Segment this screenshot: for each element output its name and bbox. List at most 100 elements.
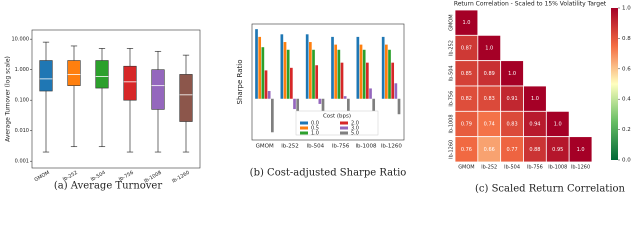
- bar: [258, 36, 262, 99]
- bar: [290, 67, 293, 99]
- bar: [391, 62, 395, 99]
- y-tick-label: lb-504: [449, 65, 455, 81]
- cell-label: 0.87: [461, 46, 472, 52]
- colorbar-tick-label: 0.6: [622, 66, 631, 72]
- cell-label: 0.88: [529, 147, 540, 153]
- bar: [397, 98, 401, 115]
- legend-swatch: [300, 131, 308, 135]
- y-tick-label: 10.000: [12, 37, 30, 43]
- plot-frame: [31, 29, 201, 169]
- figure: 0.001 0.010 0.100 1.000 10.000 Average Turnov…: [5, 1, 632, 195]
- cell-label: 0.85: [461, 71, 472, 77]
- y-axis-label: Sharpe Ratio: [236, 60, 244, 105]
- cell-label: 1.0: [531, 96, 539, 102]
- y-tick-label: lb-1260: [449, 140, 455, 159]
- x-tick-label: lb-252: [481, 165, 497, 171]
- cell-label: 0.76: [461, 147, 472, 153]
- bar: [356, 36, 360, 99]
- box: [179, 74, 193, 122]
- bar: [331, 36, 334, 99]
- cell-label: 0.77: [507, 147, 518, 153]
- legend-swatch: [340, 121, 348, 125]
- bar: [334, 44, 338, 99]
- box: [151, 69, 165, 110]
- x-tick-label: lb-504: [307, 144, 325, 150]
- bar: [343, 96, 347, 99]
- legend-frame: [295, 110, 379, 136]
- x-tick-label: lb-1008: [548, 165, 567, 171]
- colorbar: [611, 8, 618, 160]
- x-tick-label: lb-1260: [571, 165, 590, 171]
- x-tick-label: lb-1008: [355, 144, 377, 150]
- x-tick-label: lb-756: [527, 165, 543, 171]
- x-tick-label: lb-756: [332, 144, 350, 150]
- heatmap-cell: [568, 136, 593, 163]
- bar: [381, 36, 385, 99]
- y-axis-label: Average Turnover (log scale): [5, 56, 12, 142]
- y-tick-label: 0.001: [15, 159, 29, 165]
- box: [39, 60, 53, 92]
- caption: (a) Average Turnover: [54, 181, 162, 192]
- colorbar-tick-label: 0.8: [622, 36, 631, 42]
- cell-label: 0.83: [507, 122, 518, 128]
- bar: [340, 62, 344, 99]
- cell-label: 1.0: [554, 122, 562, 128]
- y-tick-label: lb-1008: [449, 114, 455, 133]
- cell-label: 0.82: [461, 96, 472, 102]
- x-tick-label: GMOM: [256, 144, 274, 150]
- cell-label: 0.79: [461, 122, 472, 128]
- bar: [261, 47, 265, 99]
- bar: [309, 42, 312, 99]
- legend-label: 3.0: [351, 126, 359, 132]
- y-tick-label: 1.000: [15, 67, 29, 73]
- cell-label: 1.0: [577, 147, 585, 153]
- bar: [366, 62, 369, 99]
- bar: [369, 88, 372, 99]
- bar: [372, 98, 376, 115]
- bar: [394, 83, 398, 99]
- cell-label: 1.0: [462, 20, 470, 26]
- heatmap-title: Return Correlation - Scaled to 15% Volat…: [454, 1, 607, 8]
- legend-label: 2.0: [351, 121, 359, 127]
- bar: [318, 98, 322, 104]
- legend-swatch: [340, 126, 348, 130]
- cell-label: 0.66: [484, 147, 495, 153]
- bar: [293, 98, 296, 110]
- box: [123, 65, 137, 101]
- bar: [271, 98, 274, 133]
- cell-label: 0.83: [484, 96, 495, 102]
- plot-frame: [251, 23, 405, 141]
- bar: [362, 49, 366, 99]
- legend-swatch: [340, 131, 348, 135]
- bar: [315, 65, 319, 99]
- x-tick-label: lb-1260: [381, 144, 403, 150]
- bar: [388, 49, 391, 99]
- y-tick-label: 0.100: [15, 98, 29, 104]
- y-tick-label: lb-756: [449, 91, 455, 107]
- bar: [312, 49, 315, 99]
- bar: [255, 29, 258, 99]
- x-tick-label: lb-252: [281, 144, 299, 150]
- legend-swatch: [300, 126, 308, 130]
- box: [95, 60, 109, 89]
- legend-title: Cost (bps): [323, 114, 351, 120]
- legend-label: 1.0: [311, 131, 319, 137]
- cell-label: 1.0: [508, 71, 516, 77]
- bar: [286, 49, 290, 99]
- cell-label: 1.0: [485, 46, 493, 52]
- colorbar-tick-label: 0.4: [622, 97, 631, 103]
- bar: [347, 98, 350, 117]
- bar: [385, 44, 388, 99]
- bar: [283, 42, 287, 99]
- cell-label: 0.74: [484, 122, 495, 128]
- cell-label: 0.91: [507, 96, 518, 102]
- colorbar-tick-label: 1.0: [622, 6, 631, 12]
- y-tick-label: 0.010: [15, 128, 29, 134]
- bar: [267, 91, 271, 99]
- bar: [264, 70, 268, 99]
- legend-swatch: [300, 121, 308, 125]
- x-tick-label: GMOM: [34, 170, 51, 183]
- legend-label: 5.0: [351, 131, 359, 137]
- bar: [280, 34, 284, 99]
- colorbar-tick-label: 0.0: [622, 158, 631, 164]
